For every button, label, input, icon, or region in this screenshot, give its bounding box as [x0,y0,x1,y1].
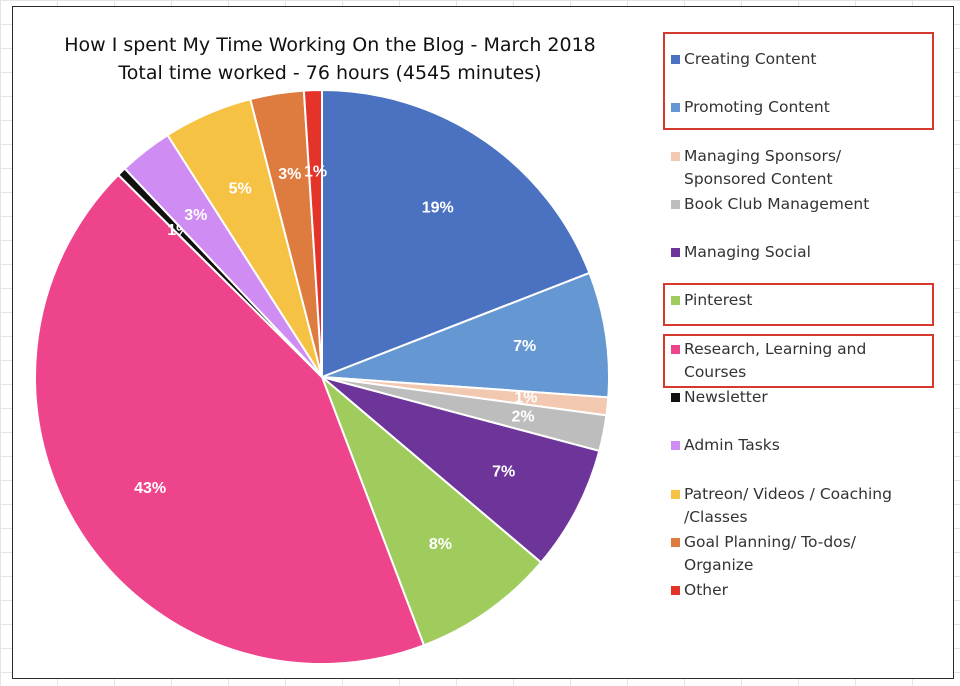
legend-swatch [671,441,680,450]
pie-data-label-3: 2% [511,409,534,426]
pie-data-label-1: 7% [513,338,536,355]
pie-slice-6[interactable] [34,173,426,665]
legend-swatch [671,152,680,161]
legend-label-continued: Organize [684,556,754,574]
pie-slice-1[interactable] [321,271,610,399]
legend-highlight-box-1 [663,283,934,326]
legend-swatch [671,296,680,305]
chart-title: How I spent My Time Working On the Blog … [64,34,596,56]
legend-label-continued: Sponsored Content [684,170,833,188]
legend-label: Patreon/ Videos / Coaching [684,485,892,503]
legend-swatch [671,103,680,112]
pie-slice-0[interactable] [321,88,591,379]
legend-label-continued: /Classes [684,508,748,526]
legend-label: Admin Tasks [684,436,780,454]
pie-data-label-10: 3% [278,166,301,183]
pie-data-label-0: 19% [422,199,454,216]
pie-slice-11[interactable] [302,88,323,378]
legend-label: Creating Content [684,50,817,68]
legend-swatch [671,586,680,595]
legend-label: Pinterest [684,291,753,309]
legend-swatch [671,538,680,547]
pie-slice-4[interactable] [321,376,601,564]
legend-label: Managing Social [684,243,811,261]
pie-data-label-2: 1% [514,389,537,406]
legend-label: Other [684,581,729,599]
legend-label: Goal Planning/ To-dos/ [684,533,856,551]
legend-swatch [671,490,680,499]
pie-data-label-11: 1% [304,164,327,181]
legend-highlight-box-0 [663,32,934,130]
legend-swatch [671,55,680,64]
legend-highlight-box-2 [663,334,934,388]
legend-label: Promoting Content [684,98,830,116]
pie-slice-5[interactable] [321,376,543,647]
legend-label-continued: Courses [684,363,747,381]
legend-label: Newsletter [684,388,768,406]
legend-swatch [671,248,680,257]
pie-data-label-5: 8% [429,536,452,553]
chart-subtitle: Total time worked - 76 hours (4545 minut… [118,62,542,84]
legend-label: Research, Learning and [684,340,867,358]
legend-label: Managing Sponsors/ [684,147,842,165]
pie-data-label-9: 5% [229,181,252,198]
pie-data-label-6: 43% [134,480,166,497]
pie-data-label-8: 3% [184,207,207,224]
legend-label: Book Club Management [684,195,870,213]
legend-swatch [671,200,680,209]
legend-swatch [671,393,680,402]
legend-swatch [671,345,680,354]
pie-data-label-4: 7% [492,463,515,480]
